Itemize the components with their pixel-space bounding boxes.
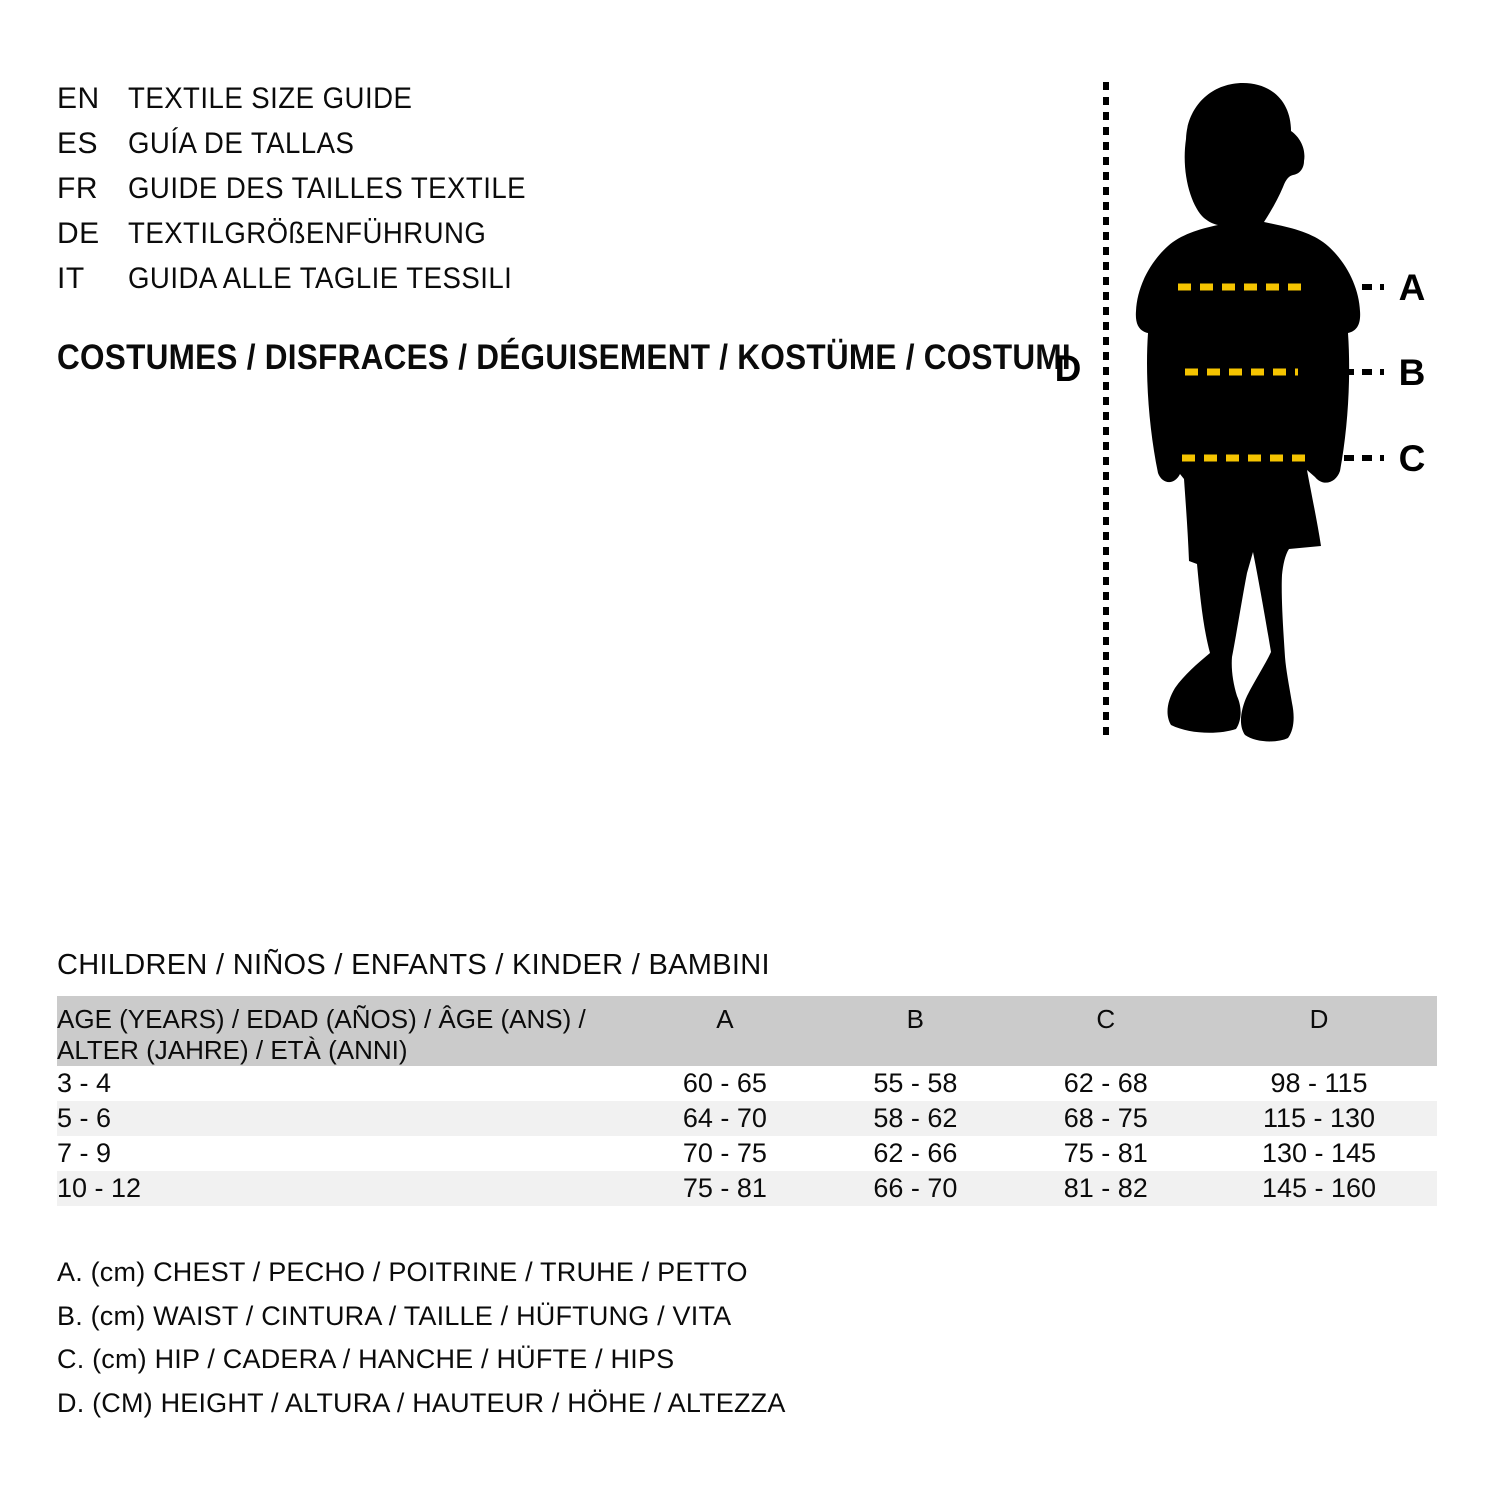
height-cell: 145 - 160 — [1261, 1173, 1377, 1203]
language-row-es: ES GUÍA DE TALLAS — [57, 121, 561, 166]
child-silhouette — [1135, 83, 1361, 742]
language-row-en: EN TEXTILE SIZE GUIDE — [57, 76, 561, 121]
language-code-es: ES — [57, 126, 99, 160]
language-code-it: IT — [57, 261, 85, 295]
age-cell: 5 - 6 — [57, 1103, 112, 1133]
column-header-age-line2: ALTER (JAHRE) / ETÀ (ANNI) — [57, 1035, 408, 1065]
column-header-a: A — [716, 1004, 734, 1034]
table-row: 5 - 6 64 - 70 58 - 62 68 - 75 115 - 130 — [57, 1101, 1437, 1136]
measure-label-b: B — [1399, 352, 1426, 393]
language-code-en: EN — [57, 81, 100, 115]
measurement-legend: A. (cm) CHEST / PECHO / POITRINE / TRUHE… — [57, 1251, 786, 1425]
measure-label-c: C — [1399, 438, 1426, 479]
hip-cell: 81 - 82 — [1063, 1173, 1148, 1203]
language-title-de: TEXTILGRÖßENFÜHRUNG — [128, 216, 487, 250]
legend-waist: B. (cm) WAIST / CINTURA / TAILLE / HÜFTU… — [57, 1300, 732, 1331]
language-row-de: DE TEXTILGRÖßENFÜHRUNG — [57, 211, 561, 256]
measure-label-a: A — [1399, 267, 1426, 308]
column-header-c: C — [1096, 1004, 1116, 1034]
legend-hip: C. (cm) HIP / CADERA / HANCHE / HÜFTE / … — [57, 1344, 675, 1375]
child-silhouette-diagram: D A B C — [1055, 82, 1426, 742]
height-cell: 98 - 115 — [1270, 1068, 1368, 1098]
column-header-age-line1: AGE (YEARS) / EDAD (AÑOS) / ÂGE (ANS) / — [57, 1004, 586, 1034]
hip-cell: 68 - 75 — [1063, 1103, 1148, 1133]
category-title: COSTUMES / DISFRACES / DÉGUISEMENT / KOS… — [57, 338, 1071, 377]
table-row: 3 - 4 60 - 65 55 - 58 62 - 68 98 - 115 — [57, 1066, 1437, 1101]
waist-cell: 66 - 70 — [873, 1173, 958, 1203]
language-list: EN TEXTILE SIZE GUIDE ES GUÍA DE TALLAS … — [57, 76, 561, 301]
measure-label-d: D — [1055, 348, 1082, 389]
language-title-es: GUÍA DE TALLAS — [128, 126, 355, 160]
age-cell: 10 - 12 — [57, 1173, 142, 1203]
language-title-fr: GUIDE DES TAILLES TEXTILE — [128, 171, 527, 205]
table-row: 10 - 12 75 - 81 66 - 70 81 - 82 145 - 16… — [57, 1171, 1437, 1206]
waist-cell: 55 - 58 — [873, 1068, 958, 1098]
language-code-de: DE — [57, 216, 100, 250]
column-header-b: B — [906, 1004, 925, 1034]
column-header-d: D — [1309, 1004, 1329, 1034]
language-title-it: GUIDA ALLE TAGLIE TESSILI — [128, 261, 513, 295]
language-row-fr: FR GUIDE DES TAILLES TEXTILE — [57, 166, 561, 211]
waist-cell: 62 - 66 — [873, 1138, 958, 1168]
legend-height: D. (CM) HEIGHT / ALTURA / HAUTEUR / HÖHE… — [57, 1387, 786, 1418]
language-code-fr: FR — [57, 171, 98, 205]
chest-cell: 75 - 81 — [682, 1173, 767, 1203]
chest-cell: 70 - 75 — [682, 1138, 767, 1168]
height-cell: 130 - 145 — [1261, 1138, 1377, 1168]
language-title-en: TEXTILE SIZE GUIDE — [128, 81, 413, 115]
age-cell: 7 - 9 — [57, 1138, 112, 1168]
table-row: 7 - 9 70 - 75 62 - 66 75 - 81 130 - 145 — [57, 1136, 1437, 1171]
chest-cell: 64 - 70 — [682, 1103, 767, 1133]
hip-cell: 62 - 68 — [1063, 1068, 1148, 1098]
chest-cell: 60 - 65 — [682, 1068, 767, 1098]
column-header-age: AGE (YEARS) / EDAD (AÑOS) / ÂGE (ANS) / … — [57, 996, 630, 1066]
height-cell: 115 - 130 — [1262, 1103, 1376, 1133]
measurement-figure: D A B C — [1040, 75, 1460, 755]
language-row-it: IT GUIDA ALLE TAGLIE TESSILI — [57, 256, 561, 301]
waist-cell: 58 - 62 — [873, 1103, 958, 1133]
hip-cell: 75 - 81 — [1063, 1138, 1148, 1168]
size-table-header-row: AGE (YEARS) / EDAD (AÑOS) / ÂGE (ANS) / … — [57, 996, 1437, 1066]
age-cell: 3 - 4 — [57, 1068, 112, 1098]
size-table: AGE (YEARS) / EDAD (AÑOS) / ÂGE (ANS) / … — [57, 996, 1437, 1206]
legend-chest: A. (cm) CHEST / PECHO / POITRINE / TRUHE… — [57, 1257, 748, 1288]
section-title-children: CHILDREN / NIÑOS / ENFANTS / KINDER / BA… — [57, 949, 770, 981]
